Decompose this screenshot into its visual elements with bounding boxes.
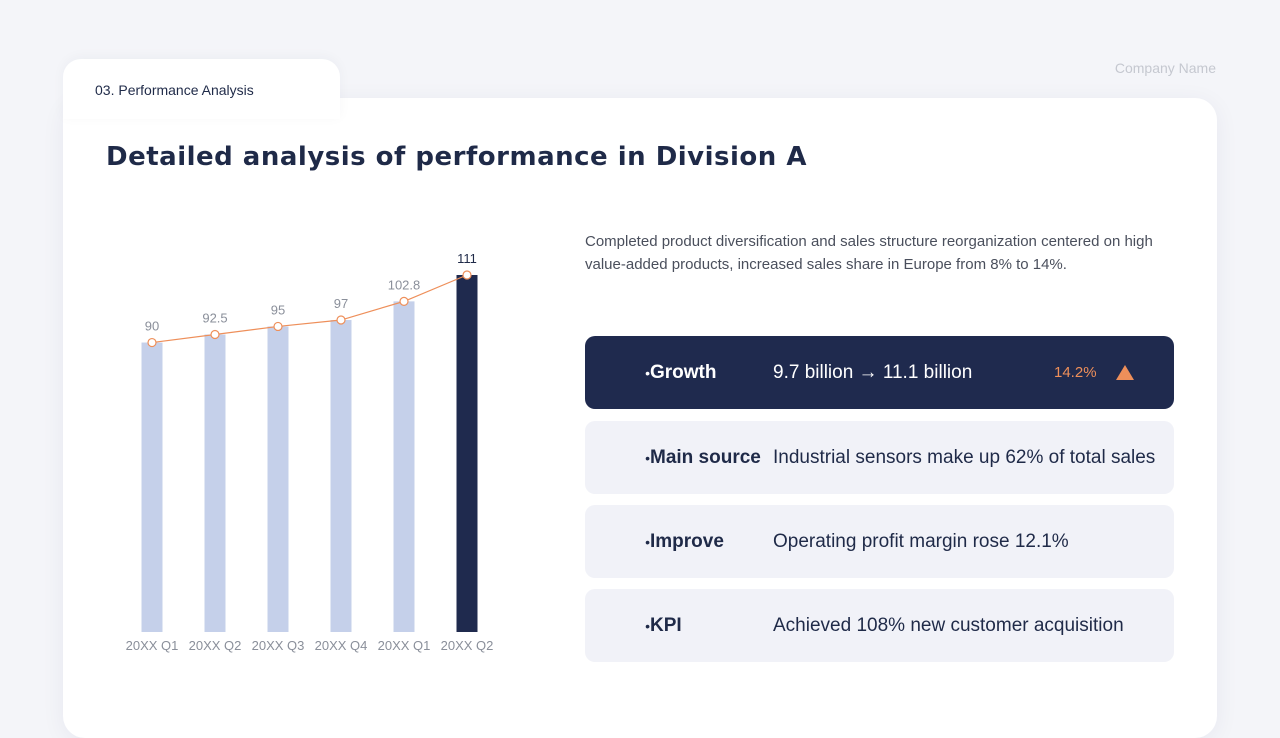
description-text: Completed product diversification and sa…: [585, 233, 1153, 273]
bullet: •: [645, 617, 650, 634]
chart-data-label: 97: [334, 296, 348, 311]
chart-series-line: [151, 274, 468, 344]
chart-data-label: 90: [145, 319, 159, 334]
kpi-row-kpi: • KPI Achieved 108% new customer acquisi…: [585, 589, 1174, 662]
chart-bar: [456, 275, 478, 632]
chart-bar: [393, 301, 415, 632]
kpi-value: Industrial sensors make up 62% of total …: [773, 446, 1156, 468]
chart-tick-label: 20XX Q2: [189, 638, 242, 653]
chart-data-label: 102.8: [388, 277, 421, 292]
chart-point: [336, 315, 346, 325]
bullet: •: [645, 449, 650, 466]
kpi-value: Operating profit margin rose 12.1%: [773, 530, 1069, 552]
chart-data-label: 92.5: [202, 311, 227, 326]
up-triangle-icon: [1116, 365, 1134, 380]
chart-tick-label: 20XX Q4: [315, 638, 368, 653]
page-title: Detailed analysis of performance in Divi…: [106, 142, 807, 172]
chart-point: [147, 337, 157, 348]
kpi-row-growth: • Growth 9.7 billion → 11.1 billion 14.2…: [585, 336, 1174, 409]
company-name: Company Name: [1114, 60, 1216, 76]
chart-point: [210, 329, 220, 340]
chart-point: [399, 296, 409, 306]
bullet: •: [645, 364, 650, 381]
kpi-label: KPI: [650, 614, 682, 636]
kpi-value: 9.7 billion → 11.1 billion: [773, 361, 973, 383]
performance-chart: 90 20XX Q1 92.5 20XX Q2 95 20XX Q3 97 20XX Q4 10…: [126, 251, 494, 653]
chart-tick-label: 20XX Q2: [441, 638, 494, 653]
kpi-value: Achieved 108% new customer acquisition: [773, 614, 1124, 636]
chart-data-label: 111: [457, 251, 477, 266]
section-tab: 03. Performance Analysis: [63, 59, 340, 119]
chart-bar: [267, 326, 289, 632]
kpi-label: Growth: [650, 361, 717, 383]
chart-tick-label: 20XX Q1: [126, 638, 179, 653]
chart-point: [273, 321, 283, 332]
section-label: 03. Performance Analysis: [95, 82, 254, 98]
chart-bar: [141, 342, 163, 632]
chart-tick-label: 20XX Q3: [252, 638, 305, 653]
chart-tick-label: 20XX Q1: [378, 638, 431, 653]
kpi-row-improve: • Improve Operating profit margin rose 1…: [585, 505, 1174, 578]
chart-point: [462, 270, 472, 280]
kpi-label: Improve: [650, 530, 724, 552]
kpi-row-main-source: • Main source Industrial sensors make up…: [585, 421, 1174, 494]
chart-data-label: 95: [271, 302, 285, 317]
chart-bar: [204, 334, 226, 632]
chart-bar: [330, 320, 352, 632]
kpi-label: Main source: [650, 446, 761, 468]
growth-percent: 14.2%: [1054, 364, 1097, 381]
bullet: •: [645, 533, 650, 550]
